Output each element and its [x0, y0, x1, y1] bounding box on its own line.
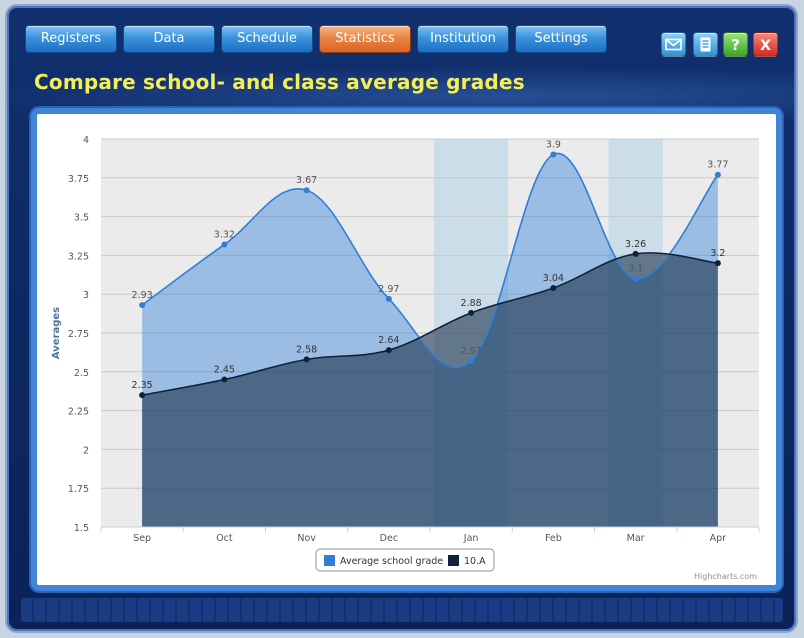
data-label-class: 2.88	[461, 298, 482, 309]
y-tick-label: 2	[83, 445, 89, 456]
data-label-school: 2.93	[132, 290, 153, 301]
data-label-school: 3.67	[296, 175, 317, 186]
nav-statistics-button[interactable]: Statistics	[319, 25, 411, 53]
data-label-school: 3.32	[214, 230, 235, 241]
x-tick-label: Nov	[297, 533, 316, 544]
point-school	[550, 151, 557, 158]
x-tick-label: Apr	[710, 533, 727, 544]
credits-label: Highcharts.com	[694, 572, 757, 581]
point-school	[714, 171, 721, 178]
y-tick-label: 1.5	[74, 523, 89, 534]
data-label-class: 2.58	[296, 344, 317, 355]
help-glyph: ?	[731, 36, 740, 54]
y-tick-label: 2.5	[74, 368, 89, 379]
y-tick-label: 4	[83, 135, 89, 146]
chart-container: 2.93 3.32 3.67 2.97 2.57 3.9 3.1 3.77 2.35 2.45 2.…	[37, 114, 776, 585]
point-class	[714, 260, 721, 267]
y-axis-title: Averages	[51, 307, 62, 359]
y-tick-label: 1.75	[68, 484, 89, 495]
x-tick-label: Jan	[463, 533, 479, 544]
close-glyph: X	[760, 38, 771, 54]
chart-panel: 2.93 3.32 3.67 2.97 2.57 3.9 3.1 3.77 2.35 2.45 2.…	[31, 108, 782, 591]
point-school	[385, 295, 392, 302]
app-window: Registers Data Schedule Statistics Insti…	[7, 6, 796, 631]
nav-data-button[interactable]: Data	[123, 25, 215, 53]
legend-label-class: 10.A	[464, 556, 486, 567]
data-label-school: 3.1	[628, 264, 643, 275]
close-icon: X	[760, 38, 771, 54]
y-tick-label: 3.75	[68, 174, 89, 185]
data-label-class: 2.35	[132, 380, 153, 391]
data-label-school: 3.9	[546, 140, 561, 151]
y-tick-label: 2.75	[68, 329, 89, 340]
point-class	[139, 392, 146, 399]
document-icon	[700, 37, 711, 52]
data-label-school: 2.97	[378, 284, 399, 295]
x-tick-label: Oct	[216, 533, 233, 544]
point-class	[385, 347, 392, 354]
mail-icon	[665, 38, 682, 51]
nav-institution-button[interactable]: Institution	[417, 25, 509, 53]
data-label-class: 3.2	[710, 248, 725, 259]
legend-swatch-class	[448, 555, 459, 566]
y-tick-label: 3	[83, 290, 89, 301]
point-class	[550, 284, 557, 291]
legend-swatch-school	[324, 555, 335, 566]
area-class	[142, 252, 718, 527]
point-school	[632, 275, 639, 282]
data-label-class: 3.26	[625, 239, 646, 250]
line-school	[141, 152, 719, 369]
legend-label-school: Average school grade	[340, 556, 443, 567]
point-class	[221, 376, 228, 383]
x-tick-label: Mar	[627, 533, 645, 544]
data-label-class: 2.64	[378, 335, 399, 346]
y-tick-label: 3.5	[74, 213, 89, 224]
nav-registers-button[interactable]: Registers	[25, 25, 117, 53]
point-class	[632, 250, 639, 257]
help-button[interactable]: ?	[723, 32, 748, 57]
mail-button[interactable]	[661, 32, 686, 57]
page-title: Compare school- and class average grades	[34, 70, 525, 94]
y-tick-label: 2.25	[68, 407, 89, 418]
data-label-class: 2.45	[214, 365, 235, 376]
line-class	[141, 252, 718, 396]
nav-settings-button[interactable]: Settings	[515, 25, 607, 53]
point-school	[139, 302, 146, 309]
document-button[interactable]	[693, 32, 718, 57]
y-tick-label: 3.25	[68, 251, 89, 262]
bottom-decor-strip	[21, 598, 783, 622]
point-school	[303, 187, 310, 194]
data-label-school: 3.77	[707, 160, 728, 171]
point-class	[303, 356, 310, 363]
chart-svg: 2.93 3.32 3.67 2.97 2.57 3.9 3.1 3.77 2.35 2.45 2.…	[51, 135, 760, 581]
close-button[interactable]: X	[753, 32, 778, 57]
x-tick-label: Feb	[545, 533, 562, 544]
point-class	[468, 309, 475, 316]
data-label-class: 3.04	[543, 273, 564, 284]
x-tick-label: Sep	[133, 533, 151, 544]
help-icon: ?	[731, 36, 740, 54]
nav-schedule-button[interactable]: Schedule	[221, 25, 313, 53]
point-school	[221, 241, 228, 248]
data-label-school: 2.57	[461, 346, 482, 357]
x-tick-label: Dec	[380, 533, 398, 544]
point-school	[468, 357, 475, 364]
